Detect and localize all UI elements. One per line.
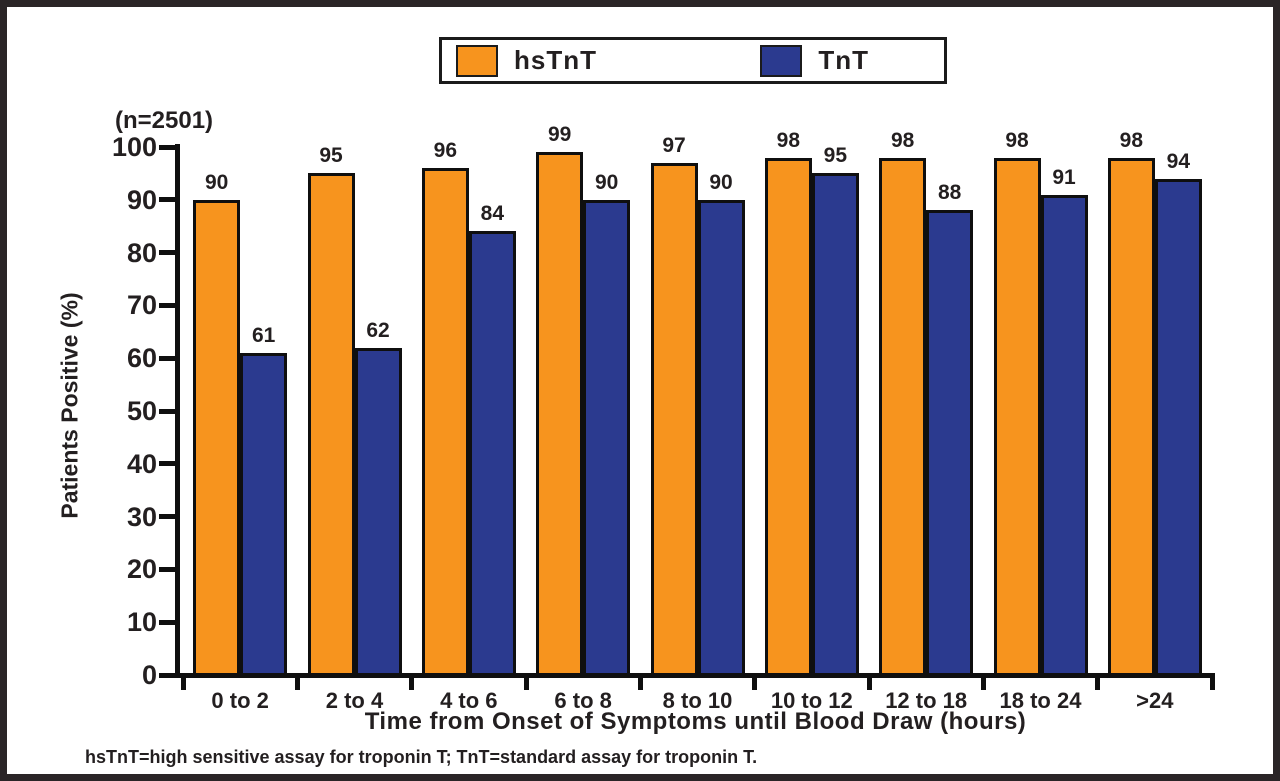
bar-tnt-18to24 (1040, 194, 1088, 676)
bar-value-label: 99 (547, 123, 572, 147)
bar-value-label: 96 (433, 139, 457, 163)
plot-area: 0 10 20 30 40 50 60 70 80 90 100 90 61 0 to 2 95 62 2 to… (7, 7, 1273, 774)
bar-hstnt-18to24 (993, 157, 1041, 676)
bar-value-label: 61 (251, 323, 276, 347)
bar-value-label: 98 (890, 128, 915, 152)
bar-value-label: 62 (366, 318, 390, 342)
bar-tnt-6to8 (583, 199, 631, 676)
bar-value-label: 97 (662, 133, 686, 157)
x-axis-title: Time from Onset of Symptoms until Blood … (364, 708, 1027, 735)
y-tick-label: 20 (126, 554, 157, 585)
hstnt-color-swatch (456, 44, 498, 77)
y-tick (159, 302, 175, 308)
bar-hstnt-0to2 (193, 199, 241, 676)
bar-hstnt-2to4 (307, 173, 355, 676)
bar-value-label: 98 (1005, 128, 1029, 152)
y-tick (159, 250, 175, 256)
bar-tnt-8to10 (697, 199, 745, 676)
bar-hstnt->24 (1107, 157, 1155, 676)
x-tick (752, 678, 758, 690)
bar-tnt-10to12 (811, 173, 859, 676)
y-tick-label: 80 (126, 237, 157, 268)
bar-value-label: 95 (823, 144, 847, 168)
x-tick (637, 678, 643, 690)
y-tick-label: 100 (111, 132, 157, 162)
bar-hstnt-12to18 (879, 157, 927, 676)
x-category-label: 6 to 8 (554, 688, 612, 713)
legend-item-tnt: TnT (760, 44, 869, 77)
y-tick (159, 197, 175, 203)
y-tick (159, 672, 175, 678)
legend-label-tnt: TnT (818, 45, 869, 75)
y-tick (159, 619, 175, 625)
y-tick-label: 30 (126, 501, 157, 532)
bar-hstnt-8to10 (650, 162, 698, 676)
y-tick-label: 10 (126, 607, 157, 638)
bar-hstnt-6to8 (536, 152, 584, 676)
y-tick (159, 355, 175, 361)
x-category-label: 12 to 18 (885, 688, 968, 713)
y-tick-label: 90 (126, 184, 157, 215)
x-tick (866, 678, 872, 690)
legend: hsTnT TnT (439, 37, 947, 84)
x-category-label: 0 to 2 (211, 688, 269, 713)
bar-hstnt-4to6 (421, 168, 469, 676)
x-tick (180, 678, 186, 690)
y-tick-label: 50 (126, 396, 157, 426)
y-tick (159, 408, 175, 414)
y-tick-label: 40 (126, 448, 157, 479)
y-tick-label: 60 (126, 343, 157, 374)
x-tick (1209, 678, 1215, 690)
x-tick (523, 678, 529, 690)
legend-label-hstnt: hsTnT (514, 45, 597, 75)
footnote: hsTnT=high sensitive assay for troponin … (85, 747, 758, 767)
bar-value-label: 90 (594, 170, 619, 194)
bar-value-label: 98 (1119, 128, 1143, 152)
bar-value-label: 94 (1166, 149, 1190, 173)
bar-tnt->24 (1154, 178, 1202, 676)
bar-value-label: 90 (204, 170, 229, 194)
x-tick (409, 678, 415, 690)
bar-value-label: 95 (319, 144, 343, 168)
y-tick (159, 514, 175, 520)
x-tick (1095, 678, 1101, 690)
tnt-color-swatch (760, 44, 803, 77)
x-category-label: 2 to 4 (325, 688, 384, 713)
bar-tnt-0to2 (240, 352, 288, 676)
x-category-label: >24 (1136, 688, 1174, 713)
y-tick-label: 0 (141, 660, 157, 690)
x-category-label: 10 to 12 (770, 688, 853, 713)
x-category-label: 18 to 24 (999, 688, 1082, 713)
bar-tnt-2to4 (354, 347, 402, 676)
y-tick (159, 566, 175, 572)
x-tick (294, 678, 300, 690)
bar-value-label: 91 (1052, 165, 1076, 189)
bar-hstnt-10to12 (764, 157, 812, 676)
legend-item-hstnt: hsTnT (456, 44, 597, 77)
x-tick (980, 678, 986, 690)
x-category-label: 4 to 6 (440, 688, 498, 713)
sample-size-annotation: (n=2501) (115, 107, 214, 134)
y-tick-label: 70 (126, 290, 157, 321)
y-tick (159, 144, 175, 150)
y-axis-line (175, 144, 180, 678)
bar-value-label: 90 (709, 170, 733, 194)
bar-value-label: 88 (937, 181, 962, 205)
bar-value-label: 84 (480, 202, 504, 226)
bar-tnt-12to18 (926, 210, 974, 676)
y-tick (159, 461, 175, 467)
bar-value-label: 98 (776, 128, 800, 152)
x-category-label: 8 to 10 (662, 688, 733, 713)
bar-tnt-4to6 (468, 231, 516, 676)
